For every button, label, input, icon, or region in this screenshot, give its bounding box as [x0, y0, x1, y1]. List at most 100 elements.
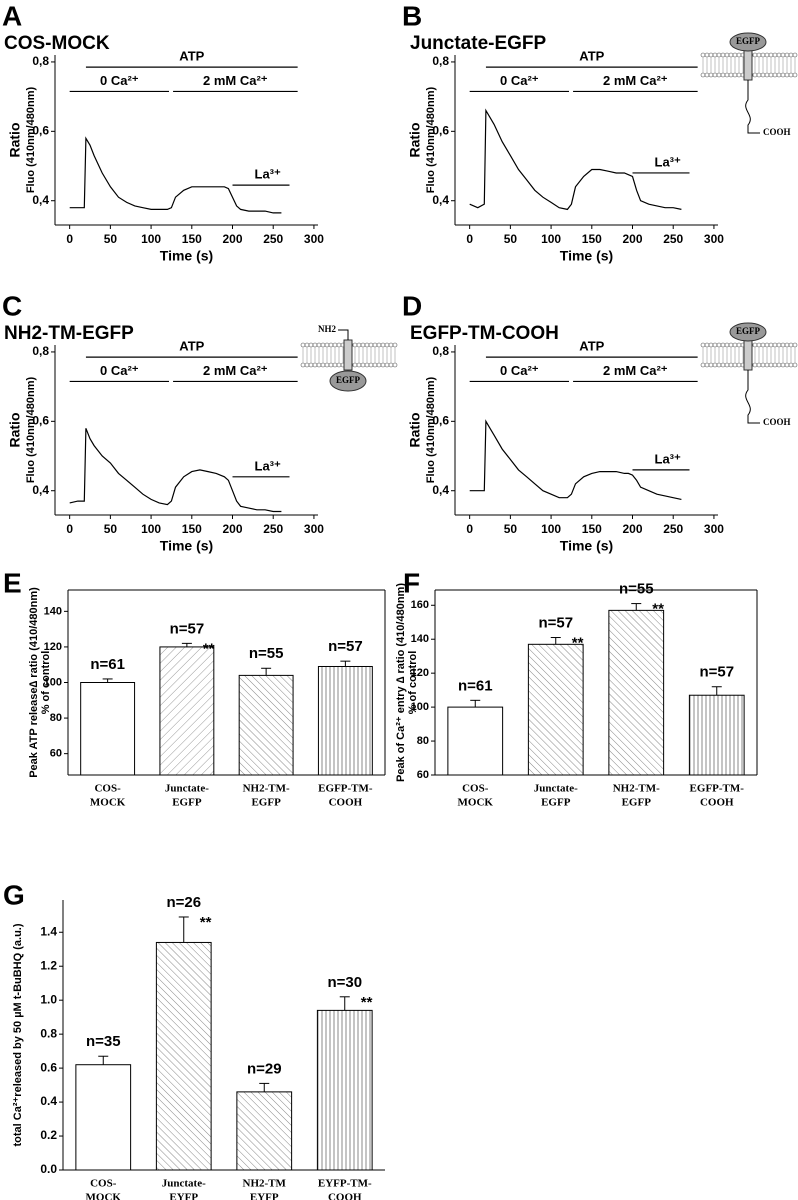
y-tick-label: 120: [44, 641, 62, 653]
lipid-head: [784, 362, 790, 368]
x-tick-label: NH2-TM-: [613, 783, 660, 795]
lipid-head: [760, 52, 766, 58]
lipid-head: [728, 342, 734, 348]
lipid-head: [708, 52, 714, 58]
x-tick-label: 50: [504, 232, 518, 246]
panel-letter: F: [403, 567, 420, 598]
lipid-head: [360, 362, 366, 368]
x-tick-label: COOH: [329, 797, 363, 809]
lipid-head: [708, 342, 714, 348]
x-tick-label: COS-: [462, 783, 489, 795]
x-tick-label: 100: [541, 232, 561, 246]
x-tick-label: COOH: [328, 1192, 362, 1200]
lipid-head: [332, 342, 338, 348]
x-tick-label: 0: [466, 522, 473, 536]
lipid-head: [336, 362, 342, 368]
x-tick-label: COS-: [90, 1178, 117, 1190]
n-label: n=61: [90, 656, 125, 673]
lipid-head: [716, 72, 722, 78]
lipid-head: [700, 362, 706, 368]
x-tick-label: 200: [622, 232, 642, 246]
x-tick-label: 150: [582, 522, 602, 536]
lipid-head: [312, 342, 318, 348]
y-tick-label: 0.0: [40, 1162, 57, 1176]
annotation: 0 Ca²⁺: [500, 73, 539, 88]
y-axis-label: Ratio: [7, 413, 23, 448]
y-tick-label: 80: [50, 712, 62, 724]
lipid-head: [324, 362, 330, 368]
x-tick-label: 250: [663, 522, 683, 536]
annotation: ATP: [579, 339, 604, 354]
lipid-head: [788, 362, 794, 368]
lipid-head: [700, 72, 706, 78]
x-tick-label: 150: [582, 232, 602, 246]
egfp: [729, 322, 767, 342]
x-tick-label: 100: [141, 522, 161, 536]
lipid-head: [736, 72, 742, 78]
x-tick-label: NH2-TM: [243, 1178, 287, 1190]
y-tick-label: 0.4: [40, 1094, 57, 1108]
n-label: n=26: [166, 894, 201, 911]
lipid-head: [712, 362, 718, 368]
y-tick-label: 60: [417, 769, 429, 781]
x-tick-label: EYFP-TM-: [318, 1178, 372, 1190]
lipid-head: [764, 72, 770, 78]
panel-letter: G: [3, 879, 25, 910]
significance: **: [652, 601, 664, 618]
tm-helix: [743, 49, 753, 81]
annotation: 2 mM Ca²⁺: [603, 73, 668, 88]
annotation: ATP: [179, 49, 204, 64]
lipid-head: [304, 342, 310, 348]
x-tick-label: 200: [622, 522, 642, 536]
x-tick-label: COS-: [94, 783, 121, 795]
lipid-head: [788, 72, 794, 78]
lipid-head: [760, 72, 766, 78]
lipid-head: [756, 362, 762, 368]
lipid-head: [772, 72, 778, 78]
lipid-head: [308, 362, 314, 368]
y-tick-label: 0,6: [432, 413, 449, 427]
lipid-head: [732, 342, 738, 348]
lipid-head: [752, 52, 758, 58]
lipid-head: [784, 72, 790, 78]
lipid-head: [380, 342, 386, 348]
y-tick-label: 0,8: [32, 54, 49, 68]
lipid-head: [368, 342, 374, 348]
lipid-head: [768, 342, 774, 348]
panel-letter: C: [2, 290, 22, 321]
y-tick-label: 120: [411, 667, 429, 679]
n-label: n=35: [86, 1033, 121, 1050]
tail: [745, 370, 760, 424]
lipid-head: [384, 342, 390, 348]
x-tick-label: 50: [104, 522, 118, 536]
y-tick-label: 1.4: [40, 924, 57, 938]
lipid-head: [776, 72, 782, 78]
y-axis-label-2: % of control: [407, 651, 419, 715]
lipid-head: [764, 342, 770, 348]
n-label: n=57: [699, 664, 734, 681]
lipid-head: [300, 342, 306, 348]
y-axis-label: Peak of Ca²⁺ entry ∆ ratio (410/480nm): [395, 583, 407, 782]
n-label: n=57: [328, 638, 363, 655]
lipid-head: [772, 362, 778, 368]
lipid-head: [324, 342, 330, 348]
lipid-head: [792, 342, 798, 348]
x-tick-label: 300: [304, 232, 324, 246]
lipid-head: [776, 52, 782, 58]
lipid-head: [704, 52, 710, 58]
y-tick-label: 0,6: [432, 123, 449, 137]
annotation: ATP: [579, 49, 604, 64]
annotation: La³⁺: [255, 167, 282, 182]
significance: **: [572, 634, 584, 651]
lipid-head: [756, 72, 762, 78]
tail: [745, 80, 760, 134]
lipid-head: [712, 72, 718, 78]
trace: [469, 419, 682, 500]
x-tick-label: 0: [66, 522, 73, 536]
annotation: La³⁺: [655, 451, 682, 466]
x-tick-label: 300: [704, 232, 724, 246]
x-tick-label: MOCK: [458, 797, 494, 809]
bar: [447, 706, 504, 776]
x-tick-label: MOCK: [90, 797, 126, 809]
lipid-head: [716, 52, 722, 58]
